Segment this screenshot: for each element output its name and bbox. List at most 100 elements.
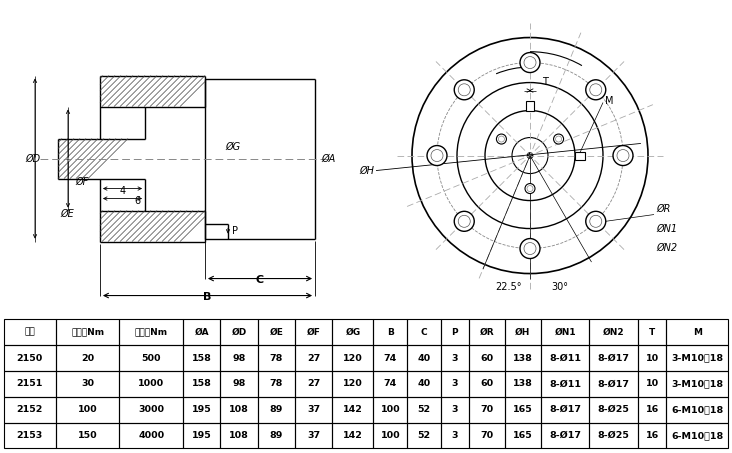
Text: 78: 78 xyxy=(269,354,283,362)
Text: C: C xyxy=(256,275,264,284)
Text: ØF: ØF xyxy=(307,328,321,337)
Text: 3: 3 xyxy=(452,354,458,362)
Bar xyxy=(373,423,407,448)
Bar xyxy=(666,423,728,448)
Bar xyxy=(56,319,119,345)
Text: ØR: ØR xyxy=(656,204,671,214)
Text: 30°: 30° xyxy=(551,282,569,292)
Bar xyxy=(4,345,56,371)
Bar xyxy=(638,319,666,345)
Text: ØN2: ØN2 xyxy=(656,243,677,253)
Text: 小量程Nm: 小量程Nm xyxy=(71,328,104,337)
Text: ØG: ØG xyxy=(225,141,240,152)
Circle shape xyxy=(553,134,564,144)
Bar xyxy=(295,345,332,371)
Text: 6-M10深18: 6-M10深18 xyxy=(671,431,723,440)
Bar xyxy=(589,345,638,371)
Text: 74: 74 xyxy=(384,380,397,388)
Text: 150: 150 xyxy=(78,431,97,440)
Text: 98: 98 xyxy=(232,380,246,388)
Circle shape xyxy=(496,134,507,144)
Bar xyxy=(332,371,373,397)
Text: 165: 165 xyxy=(513,405,533,414)
Bar xyxy=(589,319,638,345)
Bar xyxy=(220,397,258,423)
Bar xyxy=(220,423,258,448)
Bar xyxy=(373,397,407,423)
Text: 195: 195 xyxy=(192,431,212,440)
Text: C: C xyxy=(421,328,427,337)
Bar xyxy=(505,371,541,397)
Text: 60: 60 xyxy=(480,380,493,388)
Text: 108: 108 xyxy=(229,405,249,414)
Circle shape xyxy=(527,153,533,159)
Bar xyxy=(183,319,220,345)
Text: 10: 10 xyxy=(646,380,659,388)
Text: B: B xyxy=(386,328,394,337)
Bar xyxy=(541,345,589,371)
Text: 52: 52 xyxy=(417,405,430,414)
Text: 3-M10深18: 3-M10深18 xyxy=(671,354,723,362)
Text: 37: 37 xyxy=(307,405,321,414)
Text: 158: 158 xyxy=(192,354,212,362)
Text: P: P xyxy=(452,328,458,337)
Circle shape xyxy=(455,80,474,100)
Bar xyxy=(638,423,666,448)
Text: 8-Ø17: 8-Ø17 xyxy=(549,431,581,440)
Text: 142: 142 xyxy=(343,405,363,414)
Text: 74: 74 xyxy=(384,354,397,362)
Bar xyxy=(505,397,541,423)
Bar xyxy=(56,423,119,448)
Text: 142: 142 xyxy=(343,431,363,440)
Text: 165: 165 xyxy=(513,431,533,440)
Bar xyxy=(441,423,469,448)
Text: 1000: 1000 xyxy=(138,380,164,388)
Text: ØG: ØG xyxy=(346,328,360,337)
Bar xyxy=(258,397,295,423)
Text: 3: 3 xyxy=(452,380,458,388)
Bar xyxy=(441,397,469,423)
Bar xyxy=(469,371,505,397)
Text: 60: 60 xyxy=(480,354,493,362)
Text: 3: 3 xyxy=(452,405,458,414)
Text: 500: 500 xyxy=(141,354,161,362)
Text: ØH: ØH xyxy=(515,328,531,337)
Text: 4000: 4000 xyxy=(138,431,164,440)
Text: 2150: 2150 xyxy=(17,354,43,362)
Text: ØH: ØH xyxy=(359,165,374,176)
Circle shape xyxy=(586,211,606,231)
Bar xyxy=(526,101,534,111)
Text: 52: 52 xyxy=(417,431,430,440)
Bar xyxy=(541,423,589,448)
Text: 70: 70 xyxy=(480,431,493,440)
Bar xyxy=(441,345,469,371)
Bar xyxy=(469,423,505,448)
Text: P: P xyxy=(232,226,238,236)
Bar xyxy=(332,423,373,448)
Circle shape xyxy=(613,145,633,165)
Text: 2152: 2152 xyxy=(17,405,43,414)
Circle shape xyxy=(520,239,540,259)
Bar xyxy=(183,423,220,448)
Bar xyxy=(220,345,258,371)
Bar xyxy=(4,423,56,448)
Text: ØN1: ØN1 xyxy=(554,328,576,337)
Text: 4: 4 xyxy=(119,186,126,196)
Text: 100: 100 xyxy=(381,405,400,414)
Bar xyxy=(638,397,666,423)
Text: ØN2: ØN2 xyxy=(603,328,624,337)
Text: M: M xyxy=(692,328,702,337)
Bar xyxy=(4,319,56,345)
Text: ØE: ØE xyxy=(60,208,74,218)
Bar xyxy=(373,319,407,345)
Text: B: B xyxy=(203,292,212,302)
Text: 8-Ø17: 8-Ø17 xyxy=(597,380,630,388)
Bar xyxy=(541,371,589,397)
Bar xyxy=(666,397,728,423)
Bar xyxy=(4,397,56,423)
Bar xyxy=(541,319,589,345)
Bar xyxy=(407,319,441,345)
Text: 3-M10深18: 3-M10深18 xyxy=(671,380,723,388)
Text: 100: 100 xyxy=(381,431,400,440)
Text: 138: 138 xyxy=(513,354,533,362)
